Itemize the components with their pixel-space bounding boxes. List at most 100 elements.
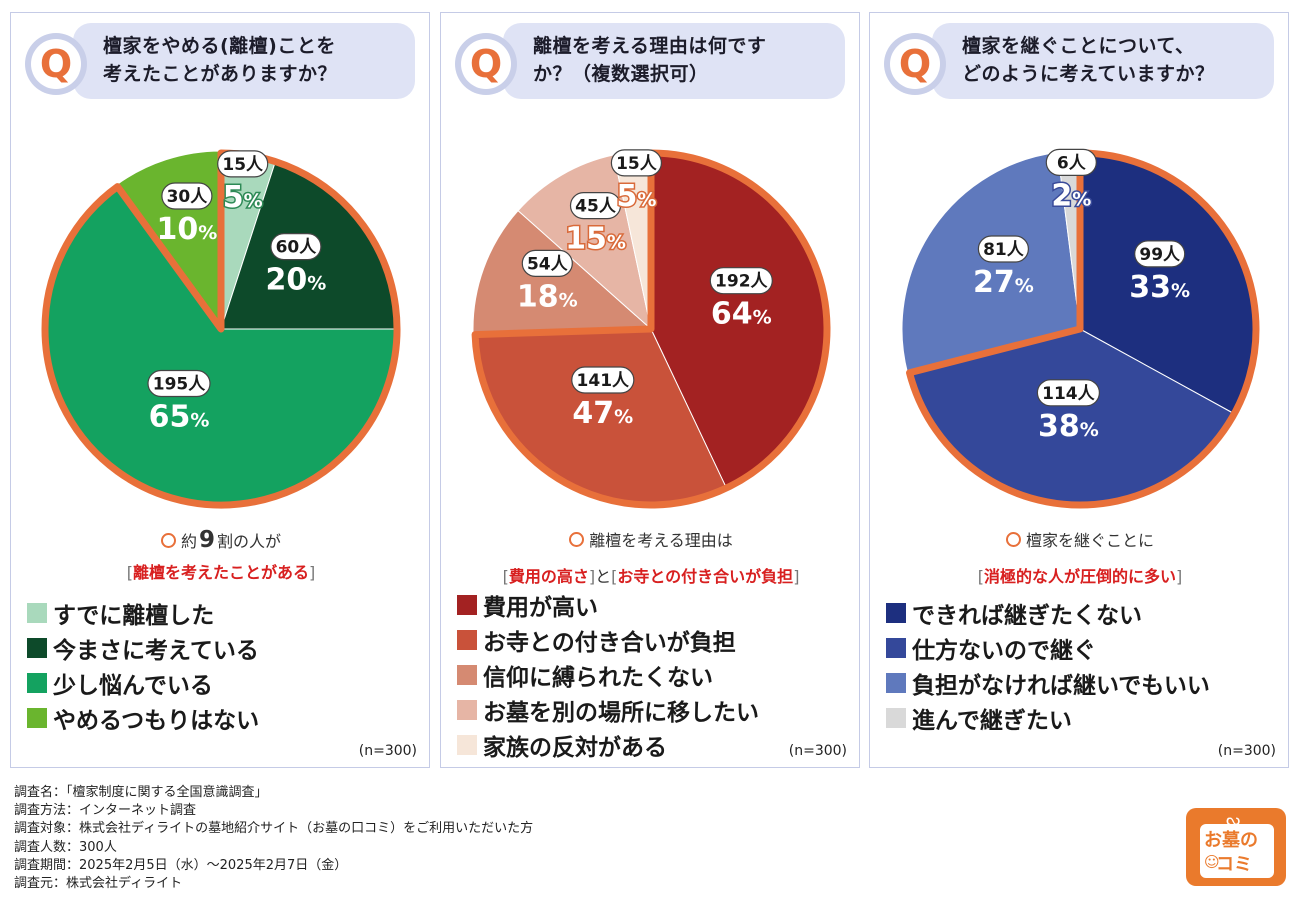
legend-item: お寺との付き合いが負担 bbox=[457, 622, 759, 657]
percent-label: 18% bbox=[517, 279, 578, 314]
legend-swatch bbox=[886, 637, 906, 658]
question-text: 檀家をやめる(離檀)ことを 考えたことがありますか？ bbox=[103, 35, 338, 85]
legend-swatch bbox=[457, 734, 477, 755]
count-label-bubble bbox=[521, 249, 573, 277]
count-label-bubble bbox=[217, 150, 269, 178]
percent-label: 5% bbox=[616, 179, 656, 214]
pie-slice bbox=[901, 151, 1081, 374]
legend-label: 費用が高い bbox=[483, 594, 598, 621]
legend-swatch bbox=[886, 602, 906, 623]
highlight-outline bbox=[41, 149, 401, 509]
count-label: 114人 bbox=[1042, 384, 1095, 404]
percent-label: 38% bbox=[1038, 409, 1099, 444]
legend-swatch bbox=[457, 629, 477, 650]
legend-item: 信仰に縛られたくない bbox=[457, 657, 759, 692]
count-label: 141人 bbox=[577, 371, 630, 391]
pie-chart-2: 192人 64% 141人 47% 54人 18% 45人 15% 15人 5% bbox=[471, 149, 831, 509]
legend-label: やめるつもりはない bbox=[53, 707, 260, 734]
question-text: 檀家を継ぐことについて、 どのように考えていますか？ bbox=[962, 35, 1215, 85]
highlight-outline bbox=[906, 149, 1260, 509]
question-banner: 檀家を継ぐことについて、 どのように考えていますか？ bbox=[932, 23, 1274, 99]
percent-label: 65% bbox=[149, 400, 210, 435]
survey-footer: 調査名：「檀家制度に関する全国意識調査」 調査方法：インターネット調査 調査対象… bbox=[14, 784, 533, 893]
legend-label: 仕方ないので継ぐ bbox=[912, 637, 1096, 664]
percent-label: 5% bbox=[223, 180, 263, 215]
summary-highlight-1: 費用の高さ bbox=[508, 567, 589, 586]
sample-size: (n=300) bbox=[788, 743, 847, 759]
legend: 費用が高いお寺との付き合いが負担 信仰に縛られたくないお墓を別の場所に移したい 家族… bbox=[457, 587, 759, 762]
pie-chart-1: 15人 5% 60人 20% 195人 65% 30人 10% bbox=[41, 149, 401, 509]
legend-item: やめるつもりはない bbox=[27, 700, 259, 735]
legend-label: できれば継ぎたくない bbox=[912, 602, 1142, 629]
legend-swatch bbox=[27, 707, 47, 728]
legend-label: すでに離檀した bbox=[53, 602, 215, 629]
legend-swatch bbox=[457, 699, 477, 720]
count-label-bubble bbox=[161, 182, 213, 210]
percent-label: 15% bbox=[565, 222, 626, 257]
legend-item: 家族の反対がある bbox=[457, 727, 759, 762]
legend-swatch bbox=[27, 602, 47, 623]
percent-label: 33% bbox=[1129, 270, 1190, 305]
legend-label: お寺との付き合いが負担 bbox=[483, 629, 736, 656]
count-label-bubble bbox=[610, 149, 662, 177]
legend-swatch bbox=[457, 594, 477, 615]
legend-label: 家族の反対がある bbox=[483, 734, 667, 761]
count-label: 60人 bbox=[276, 238, 318, 258]
footer-line: 調査方法：インターネット調査 bbox=[14, 803, 197, 819]
legend-item: 仕方ないので継ぐ bbox=[886, 630, 1210, 665]
count-label-bubble bbox=[571, 366, 635, 394]
legend-label: 信仰に縛られたくない bbox=[483, 664, 713, 691]
count-label: 195人 bbox=[153, 375, 206, 395]
legend-swatch bbox=[27, 637, 47, 658]
percent-label: 2% bbox=[1051, 178, 1091, 213]
count-label: 81人 bbox=[983, 240, 1025, 260]
footer-line: 調査期間：2025年2月5日（水）～2025年2月7日（金） bbox=[14, 857, 348, 873]
summary-pre: 約 bbox=[180, 532, 197, 551]
legend-label: お墓を別の場所に移したい bbox=[483, 699, 759, 726]
summary-highlight: 離檀を考えたことがある bbox=[132, 563, 309, 582]
count-label-bubble bbox=[147, 369, 211, 398]
count-label-bubble bbox=[1134, 240, 1186, 268]
circle-mark-icon bbox=[160, 532, 176, 548]
percent-label: 20% bbox=[266, 263, 327, 298]
q-badge-icon: Q bbox=[884, 33, 946, 95]
legend-item: すでに離檀した bbox=[27, 595, 259, 630]
legend: できれば継ぎたくない 仕方ないので継ぐ負担がなければ継いでもいい 進んで継ぎたい bbox=[886, 595, 1210, 735]
count-label-bubble bbox=[1036, 379, 1100, 407]
legend: すでに離檀した 今まさに考えている 少し悩んでいるやめるつもりはない bbox=[27, 595, 259, 735]
legend-item: 今まさに考えている bbox=[27, 630, 259, 665]
legend-item: お墓を別の場所に移したい bbox=[457, 692, 759, 727]
question-banner: 離檀を考える理由は何です か？（複数選択可） bbox=[503, 23, 845, 99]
count-label: 45人 bbox=[575, 197, 617, 217]
legend-item: 費用が高い bbox=[457, 587, 759, 622]
legend-item: 少し悩んでいる bbox=[27, 665, 259, 700]
legend-item: 負担がなければ継いでもいい bbox=[886, 665, 1210, 700]
summary-pre: 離檀を考える理由は bbox=[589, 531, 733, 550]
legend-label: 負担がなければ継いでもいい bbox=[912, 672, 1210, 699]
legend-swatch bbox=[886, 672, 906, 693]
percent-label: 47% bbox=[572, 396, 633, 431]
survey-panel-1: 檀家をやめる(離檀)ことを 考えたことがありますか？ Q 15人 5% 60人 20%… bbox=[10, 12, 430, 768]
count-label-bubble bbox=[1045, 148, 1097, 176]
count-label-bubble bbox=[569, 191, 622, 220]
highlight-outline bbox=[471, 149, 831, 509]
survey-panel-3: 檀家を継ぐことについて、 どのように考えていますか？ Q 99人 33% 114人 3… bbox=[869, 12, 1289, 768]
logo-text: お墓の bbox=[1204, 830, 1258, 851]
legend-item: できれば継ぎたくない bbox=[886, 595, 1210, 630]
count-label-bubble bbox=[270, 232, 322, 261]
footer-line: 調査名：「檀家制度に関する全国意識調査」 bbox=[14, 785, 268, 800]
circle-mark-icon bbox=[1005, 531, 1021, 547]
count-label-bubble bbox=[709, 267, 773, 295]
question-text: 離檀を考える理由は何です か？（複数選択可） bbox=[533, 35, 767, 85]
footer-line: 調査人数：300人 bbox=[14, 839, 117, 855]
q-badge-icon: Q bbox=[455, 33, 517, 95]
summary: 離檀を考える理由は [費用の高さ]と[お寺との付き合いが負担] bbox=[441, 527, 861, 587]
summary-connector: と bbox=[595, 567, 612, 586]
legend-swatch bbox=[457, 664, 477, 685]
summary-highlight: 消極的な人が圧倒的に多い bbox=[983, 567, 1176, 586]
count-label: 192人 bbox=[715, 272, 768, 292]
percent-label: 64% bbox=[711, 297, 772, 332]
legend-item: 進んで継ぎたい bbox=[886, 700, 1210, 735]
survey-panel-2: 離檀を考える理由は何です か？（複数選択可） Q 192人 64% 141人 47% 5… bbox=[440, 12, 860, 768]
sample-size: (n=300) bbox=[1217, 743, 1276, 759]
